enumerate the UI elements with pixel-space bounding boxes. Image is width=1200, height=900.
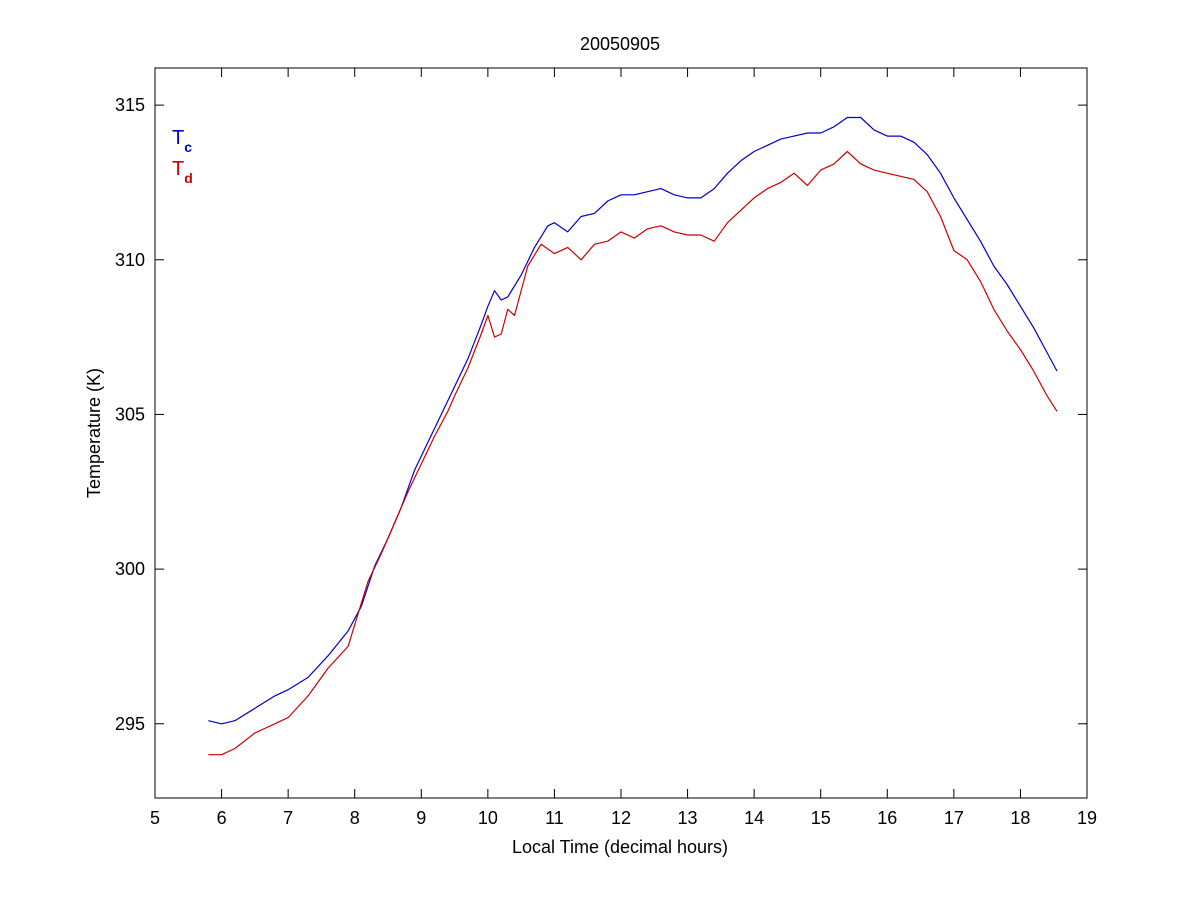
legend-symbol: T [172, 127, 184, 149]
x-tick-label: 17 [944, 808, 964, 828]
legend-symbol: T [172, 158, 184, 180]
x-tick-label: 12 [611, 808, 631, 828]
legend-subscript: d [184, 170, 193, 186]
x-tick-label: 14 [744, 808, 764, 828]
series-line-td [208, 150, 1058, 756]
x-tick-label: 9 [416, 808, 426, 828]
x-tick-label: 16 [877, 808, 897, 828]
x-tick-label: 15 [811, 808, 831, 828]
x-tick-label: 5 [150, 808, 160, 828]
x-tick-label: 10 [478, 808, 498, 828]
y-tick-label: 315 [115, 95, 145, 115]
x-tick-label: 7 [283, 808, 293, 828]
y-axis-label: Temperature (K) [84, 368, 104, 498]
x-tick-label: 6 [217, 808, 227, 828]
x-axis-label: Local Time (decimal hours) [512, 837, 728, 857]
x-tick-label: 8 [350, 808, 360, 828]
chart-title: 20050905 [580, 34, 660, 54]
y-axis: 295 300 305 310 315 [115, 95, 1087, 734]
x-tick-label: 13 [678, 808, 698, 828]
x-tick-label: 11 [545, 808, 564, 828]
y-tick-label: 310 [115, 250, 145, 270]
y-tick-label: 295 [115, 714, 145, 734]
x-tick-label: 19 [1077, 808, 1097, 828]
y-tick-label: 305 [115, 404, 145, 424]
series-layer [208, 116, 1058, 756]
legend-subscript: c [184, 139, 192, 155]
legend-entry-td: Td [172, 158, 193, 186]
y-tick-label: 300 [115, 559, 145, 579]
x-axis: 5 6 7 8 9 10 11 12 13 14 15 16 17 18 19 [150, 68, 1097, 828]
legend-entry-tc: Tc [172, 127, 192, 155]
x-tick-label: 18 [1010, 808, 1030, 828]
